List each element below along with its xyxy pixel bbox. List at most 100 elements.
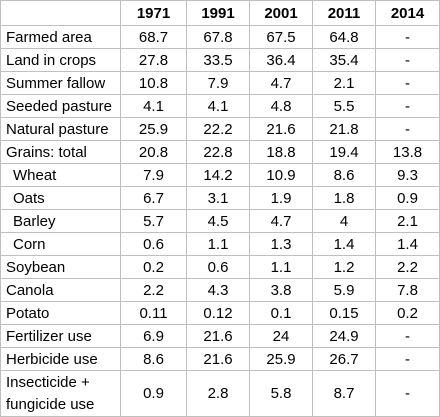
row-label: Fertilizer use [0,324,121,348]
table-cell: 10.9 [249,163,313,187]
row-label: Wheat [0,163,121,187]
header-cell-label [0,0,121,26]
table-cell: 21.6 [186,347,250,371]
table-cell: 0.12 [186,301,250,325]
table-cell: - [375,347,440,371]
table-cell: 3.1 [186,186,250,210]
table-row: Barley 5.7 4.5 4.7 4 2.1 [0,209,440,233]
row-label: Herbicide use [0,347,121,371]
row-label: Insecticide + fungicide use [0,370,121,417]
row-label: Land in crops [0,48,121,72]
table-cell: 1.9 [249,186,313,210]
table-cell: 64.8 [312,25,376,49]
table-cell: 6.7 [120,186,187,210]
table-cell: - [375,71,440,95]
table-cell: 10.8 [120,71,187,95]
row-label: Summer fallow [0,71,121,95]
row-label: Potato [0,301,121,325]
table-row: Fertilizer use 6.9 21.6 24 24.9- [0,324,440,348]
table-cell: 0.1 [249,301,313,325]
table-cell: 1.4 [375,232,440,256]
table-cell: 36.4 [249,48,313,72]
table-cell: 1.4 [312,232,376,256]
table-cell: 21.6 [186,324,250,348]
table-cell: 13.8 [375,140,440,164]
table-cell: 8.7 [312,370,376,417]
table-cell: 25.9 [120,117,187,141]
table-cell: 0.2 [120,255,187,279]
table-cell: 22.2 [186,117,250,141]
table-row: Herbicide use 8.6 21.6 25.9 26.7- [0,347,440,371]
table-row: Summer fallow 10.8 7.9 4.7 2.1- [0,71,440,95]
table-row: Seeded pasture 4.1 4.1 4.8 5.5- [0,94,440,118]
table-cell: 8.6 [312,163,376,187]
table-cell: 1.1 [249,255,313,279]
table-cell: 4.8 [249,94,313,118]
table-cell: 68.7 [120,25,187,49]
table-cell: 4.1 [186,94,250,118]
table-cell: 24 [249,324,313,348]
table-cell: 4.3 [186,278,250,302]
table-cell: 5.9 [312,278,376,302]
table-cell: 4.7 [249,209,313,233]
table-cell: 1.8 [312,186,376,210]
table-cell: 24.9 [312,324,376,348]
table-cell: 5.8 [249,370,313,417]
table-cell: 4 [312,209,376,233]
table-cell: 0.9 [120,370,187,417]
table-cell: 0.11 [120,301,187,325]
table-cell: 1.2 [312,255,376,279]
table-cell: - [375,48,440,72]
header-row: 1971 1991 2001 2011 2014 [0,0,440,26]
table-cell: 1.3 [249,232,313,256]
header-cell-2001: 2001 [249,0,313,26]
row-label: Corn [0,232,121,256]
table-row: Grains: total 20.8 22.8 18.8 19.4 13.8 [0,140,440,164]
table-cell: 67.8 [186,25,250,49]
table-cell: 7.9 [120,163,187,187]
table-cell: 3.8 [249,278,313,302]
table-cell: - [375,117,440,141]
header-cell-1971: 1971 [120,0,187,26]
table-cell: 2.2 [375,255,440,279]
table-cell: 4.7 [249,71,313,95]
row-label: Grains: total [0,140,121,164]
table-cell: 18.8 [249,140,313,164]
table-cell: 7.9 [186,71,250,95]
table-cell: 21.6 [249,117,313,141]
table-cell: 6.9 [120,324,187,348]
table-cell: 0.2 [375,301,440,325]
table-cell: 5.5 [312,94,376,118]
row-label: Soybean [0,255,121,279]
table-cell: - [375,324,440,348]
table-cell: 0.15 [312,301,376,325]
table-cell: 2.1 [375,209,440,233]
table-cell: 0.6 [186,255,250,279]
table-row: Canola 2.2 4.3 3.8 5.9 7.8 [0,278,440,302]
table-row: Insecticide + fungicide use 0.9 2.8 5.8 8.7- [0,370,440,417]
table-cell: 1.1 [186,232,250,256]
row-label: Barley [0,209,121,233]
row-label: Farmed area [0,25,121,49]
table-cell: - [375,94,440,118]
table-cell: 7.8 [375,278,440,302]
table-row: Farmed area 68.7 67.8 67.5 64.8- [0,25,440,49]
table-cell: 19.4 [312,140,376,164]
row-label: Canola [0,278,121,302]
table-cell: - [375,370,440,417]
table-cell: 2.2 [120,278,187,302]
row-label: Seeded pasture [0,94,121,118]
table-cell: 8.6 [120,347,187,371]
header-cell-2014: 2014 [375,0,440,26]
row-label: Oats [0,186,121,210]
table-cell: 9.3 [375,163,440,187]
table-body: Farmed area 68.7 67.8 67.5 64.8- Land in crop… [0,25,440,417]
table-cell: 5.7 [120,209,187,233]
table-row: Wheat 7.9 14.2 10.9 8.6 9.3 [0,163,440,187]
table-cell: 67.5 [249,25,313,49]
table-row: Natural pasture 25.9 22.2 21.6 21.8- [0,117,440,141]
table-row: Potato 0.11 0.12 0.1 0.15 0.2 [0,301,440,325]
header-cell-1991: 1991 [186,0,250,26]
header-cell-2011: 2011 [312,0,376,26]
